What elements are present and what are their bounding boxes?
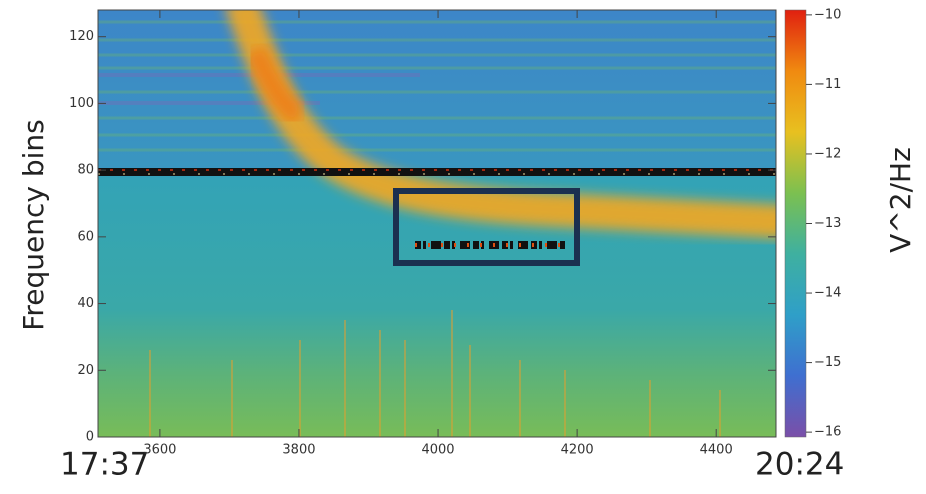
x-tick-label: 4400 xyxy=(700,443,733,458)
colorbar-tick-label: −12 xyxy=(814,146,841,161)
x-tick-label: 4200 xyxy=(561,443,594,458)
start-time: 17:37 xyxy=(60,447,149,483)
x-tick-label: 4000 xyxy=(421,443,454,458)
y-tick-label: 0 xyxy=(86,430,94,445)
x-tick-label: 3800 xyxy=(282,443,315,458)
x-tick-label: 3600 xyxy=(143,443,176,458)
colorbar-label: V^2/Hz xyxy=(884,147,917,253)
y-tick-label: 60 xyxy=(77,229,94,244)
spectrogram xyxy=(98,10,776,437)
colorbar-tick-label: −11 xyxy=(814,77,841,92)
y-axis-label: Frequency bins xyxy=(17,119,50,330)
colorbar-tick-label: −16 xyxy=(814,425,841,440)
y-tick-label: 100 xyxy=(69,96,94,111)
y-tick-label: 80 xyxy=(77,163,94,178)
colorbar-tick-label: −15 xyxy=(814,355,841,370)
end-time: 20:24 xyxy=(755,447,844,483)
colorbar-tick-label: −10 xyxy=(814,7,841,22)
y-tick-label: 20 xyxy=(77,363,94,378)
colorbar-tick-label: −14 xyxy=(814,286,841,301)
colorbar xyxy=(784,9,807,438)
y-tick-label: 40 xyxy=(77,296,94,311)
y-tick-label: 120 xyxy=(69,29,94,44)
colorbar-tick-label: −13 xyxy=(814,216,841,231)
